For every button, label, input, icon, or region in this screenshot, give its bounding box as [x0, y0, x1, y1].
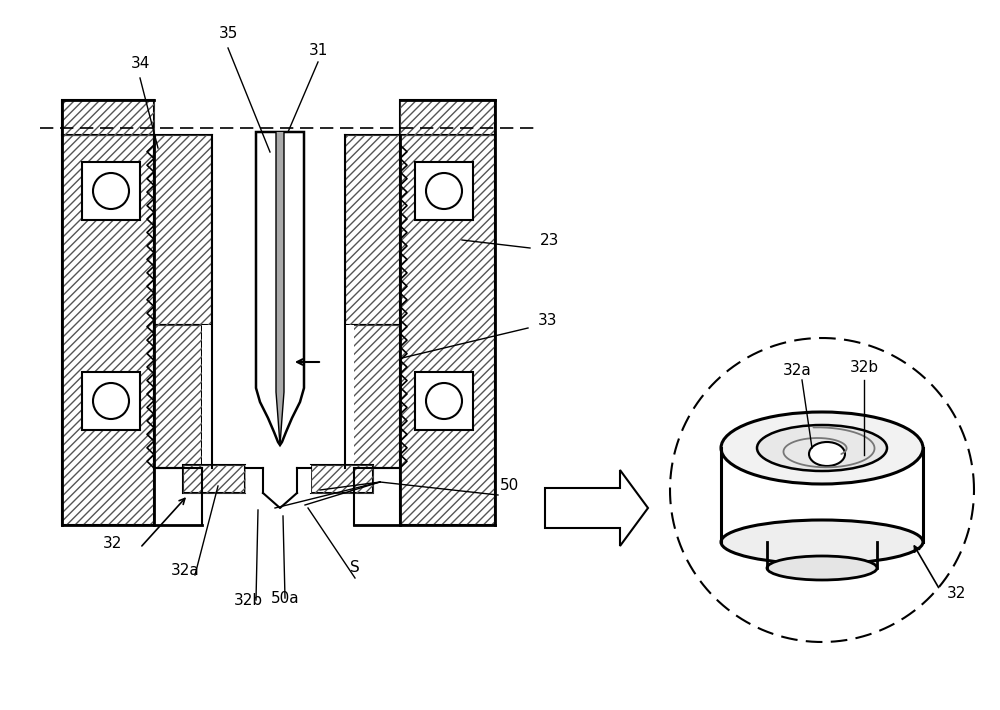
- Text: 34: 34: [130, 56, 150, 71]
- Bar: [311, 465, 373, 493]
- Bar: [82, 162, 140, 220]
- Bar: [212, 135, 345, 325]
- Circle shape: [93, 383, 129, 419]
- Bar: [400, 135, 495, 525]
- Bar: [350, 325, 400, 468]
- Bar: [183, 465, 245, 493]
- Circle shape: [426, 173, 462, 209]
- Bar: [154, 325, 202, 468]
- Ellipse shape: [721, 412, 923, 484]
- Text: 32a: 32a: [171, 563, 199, 578]
- Bar: [415, 372, 473, 430]
- Bar: [62, 100, 154, 135]
- Bar: [400, 135, 495, 525]
- Bar: [62, 135, 154, 525]
- Circle shape: [93, 173, 129, 209]
- Text: 32b: 32b: [849, 360, 879, 375]
- Text: 50a: 50a: [271, 591, 299, 606]
- Bar: [62, 100, 154, 135]
- Ellipse shape: [767, 556, 877, 580]
- Bar: [415, 162, 473, 220]
- Ellipse shape: [757, 425, 887, 471]
- Text: S: S: [350, 560, 360, 575]
- Circle shape: [426, 383, 462, 419]
- Bar: [82, 372, 140, 430]
- Bar: [400, 100, 495, 135]
- Text: 35: 35: [218, 26, 238, 41]
- Bar: [154, 325, 202, 468]
- Bar: [400, 100, 495, 135]
- Bar: [245, 465, 311, 493]
- Bar: [345, 135, 400, 325]
- Text: 23: 23: [540, 233, 559, 248]
- Text: 31: 31: [308, 43, 328, 58]
- Bar: [350, 325, 400, 468]
- Bar: [311, 465, 373, 493]
- Bar: [154, 135, 212, 325]
- Text: 33: 33: [538, 313, 558, 328]
- Polygon shape: [256, 132, 304, 445]
- Bar: [183, 465, 245, 493]
- Bar: [154, 135, 212, 325]
- Bar: [62, 135, 154, 525]
- Polygon shape: [545, 470, 648, 546]
- Polygon shape: [276, 132, 284, 445]
- Text: 32: 32: [947, 586, 966, 601]
- Ellipse shape: [809, 442, 845, 466]
- Bar: [345, 135, 400, 325]
- Ellipse shape: [721, 520, 923, 564]
- Text: 32a: 32a: [783, 363, 811, 378]
- Text: 32: 32: [102, 536, 122, 551]
- Text: 50: 50: [500, 478, 519, 493]
- Text: 32b: 32b: [233, 593, 263, 608]
- Bar: [202, 325, 354, 468]
